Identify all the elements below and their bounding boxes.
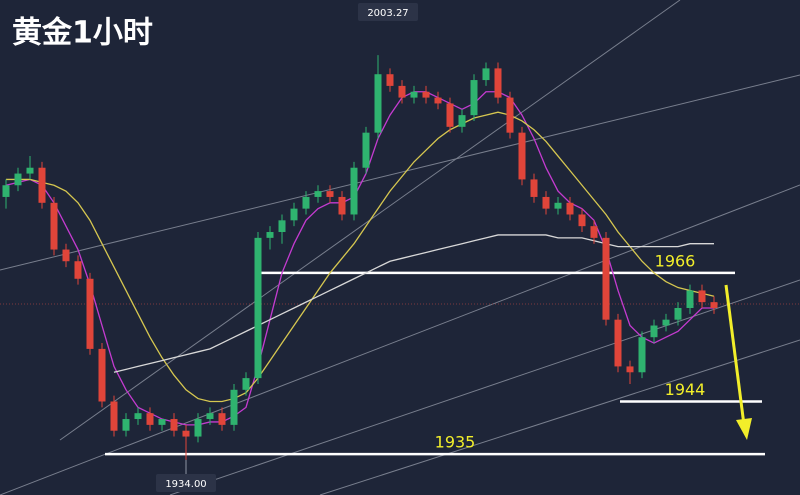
candle-body: [446, 103, 454, 127]
candle-body: [50, 202, 58, 250]
candle-body: [590, 226, 598, 238]
candle-body: [374, 74, 382, 133]
candle-body: [494, 68, 502, 98]
candle-body: [662, 319, 670, 326]
low-label-box: [156, 474, 216, 492]
candle-body: [542, 196, 550, 209]
candle-body: [686, 290, 694, 308]
ma-line: [6, 111, 715, 403]
high-label-box: [358, 3, 418, 21]
candle-body: [206, 413, 214, 420]
candle-body: [86, 278, 94, 349]
candle-body: [2, 185, 10, 197]
candle-body: [650, 325, 658, 338]
candle-body: [470, 80, 478, 116]
candle-body: [626, 366, 634, 373]
candle-body: [506, 97, 514, 133]
trend-line: [0, 184, 800, 495]
candle-body: [62, 249, 70, 262]
candle-body: [314, 191, 322, 197]
candle-body: [614, 319, 622, 367]
candle-body: [266, 232, 274, 238]
candle-body: [410, 91, 418, 98]
level-label: 1935: [435, 433, 476, 452]
candle-body: [242, 378, 250, 390]
candle-body: [194, 419, 202, 437]
candle-body: [158, 419, 166, 425]
candle-body: [182, 430, 190, 437]
plot: 1966 1944 1935 2003.27 1934.00: [2, 3, 765, 492]
low-label: 1934.00: [165, 479, 206, 490]
candle-body: [434, 97, 442, 104]
candle-body: [398, 85, 406, 98]
candle-body: [602, 237, 610, 320]
forecast-arrow: [724, 284, 752, 440]
candle-body: [554, 202, 562, 209]
candle-body: [254, 237, 262, 379]
candle-body: [146, 413, 154, 425]
candle-body: [110, 401, 118, 431]
trend-line: [169, 279, 800, 495]
candle-body: [578, 214, 586, 227]
candle-body: [230, 389, 238, 425]
candle-body: [170, 419, 178, 431]
candle-body: [338, 196, 346, 215]
high-label: 2003.27: [367, 8, 408, 19]
arrow-head: [736, 418, 752, 440]
candle-body: [710, 302, 718, 308]
candle-body: [122, 419, 130, 431]
candle-body: [326, 191, 334, 197]
candle-body: [134, 413, 142, 420]
arrow-shaft: [724, 284, 746, 426]
candle-body: [290, 208, 298, 221]
level-label: 1966: [655, 251, 696, 270]
candle-body: [302, 196, 310, 209]
candle-body: [26, 167, 34, 174]
candle-body: [566, 202, 574, 215]
trend-line: [319, 339, 800, 495]
candle-body: [74, 261, 82, 279]
candle-body: [386, 74, 394, 86]
trend-line: [0, 74, 800, 271]
candle-body: [458, 115, 466, 127]
candle-body: [530, 179, 538, 197]
candle-body: [422, 91, 430, 98]
candle-body: [38, 167, 46, 203]
candle-body: [638, 337, 646, 373]
level-label: 1944: [665, 380, 706, 399]
ma-line: [5, 91, 714, 426]
ma-line: [113, 234, 714, 373]
candle-body: [350, 167, 358, 215]
candle-body: [14, 173, 22, 186]
candle-body: [278, 220, 286, 233]
candle-body: [98, 348, 106, 402]
candle-body: [362, 132, 370, 168]
candle-body: [482, 68, 490, 81]
candle-body: [698, 290, 706, 303]
candle-body: [218, 413, 226, 425]
candle-body: [518, 132, 526, 180]
candle-body: [674, 307, 682, 320]
chart-title: 黄金1小时: [12, 16, 153, 51]
